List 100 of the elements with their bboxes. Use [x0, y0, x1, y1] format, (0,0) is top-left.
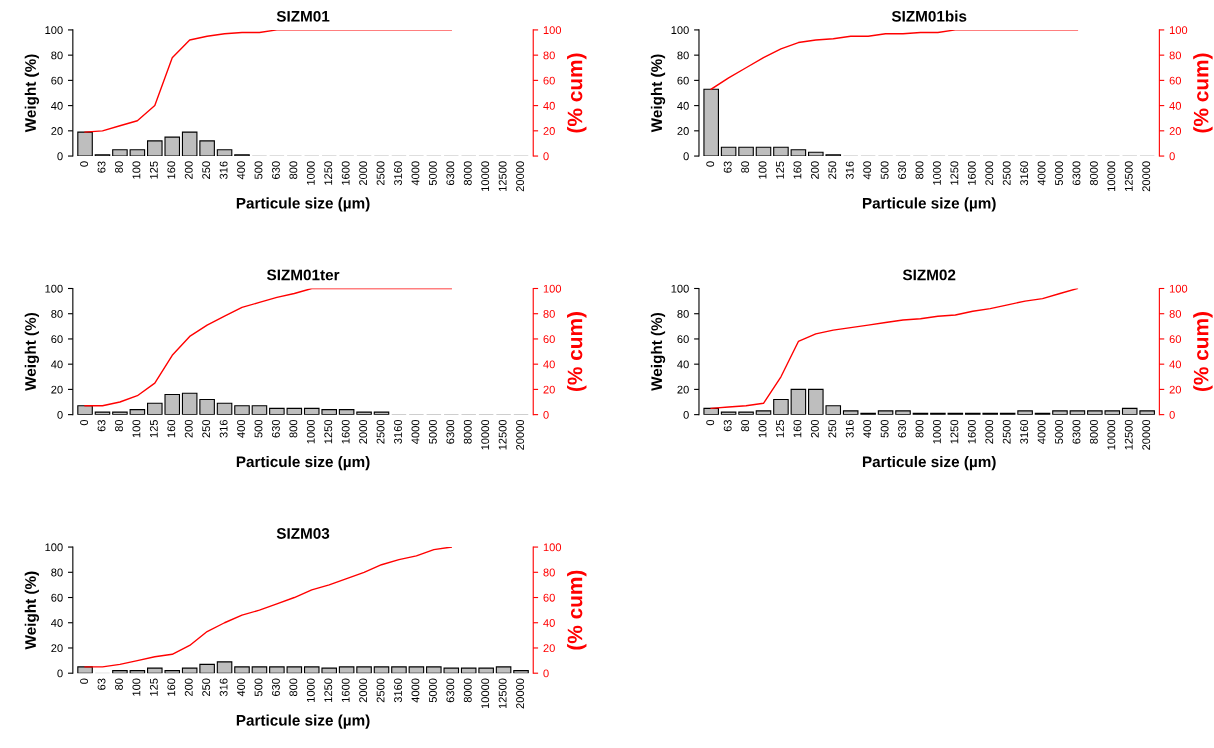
- x-tick-label: 4000: [411, 419, 420, 444]
- x-axis-title: Particule size (µm): [236, 197, 370, 212]
- y-tick-label: 100: [45, 284, 63, 293]
- y2-tick-label: 20: [543, 385, 555, 394]
- x-tick-label: 250: [202, 161, 211, 179]
- y2-tick-label: 100: [1169, 284, 1188, 293]
- x-tick-label: 3160: [394, 161, 402, 186]
- x-tick-label: 1600: [341, 678, 350, 702]
- y2-tick-label: 60: [543, 335, 555, 344]
- y2-axis-title: (% cum): [1193, 312, 1213, 392]
- x-tick-label: 8000: [463, 678, 472, 703]
- x-tick-label: 20000: [1142, 161, 1151, 192]
- chart-title: SIZM02: [902, 269, 956, 281]
- x-tick-label: 316: [845, 161, 854, 180]
- x-tick-label: 0: [706, 419, 715, 426]
- chart-title: SIZM03: [276, 528, 330, 539]
- y2-axis-title: (% cum): [567, 570, 587, 650]
- y-tick-label: 100: [45, 26, 63, 35]
- y2-tick-label: 0: [543, 152, 549, 161]
- x-tick-label: 200: [184, 419, 193, 438]
- x-tick-label: 80: [741, 419, 750, 432]
- y-tick-label: 20: [51, 385, 63, 394]
- x-tick-label: 160: [167, 161, 176, 179]
- y-axis-title: Weight (%): [24, 312, 40, 391]
- x-tick-label: 2500: [376, 678, 385, 703]
- y2-tick-label: 20: [1169, 127, 1182, 135]
- x-tick-label: 400: [863, 161, 872, 180]
- x-tick-label: 125: [149, 419, 158, 438]
- x-tick-label: 100: [132, 678, 141, 696]
- x-tick-label: 63: [723, 161, 732, 173]
- x-tick-label: 3160: [1020, 161, 1029, 186]
- y2-axis-title: (% cum): [1193, 53, 1213, 133]
- x-tick-label: 200: [184, 678, 193, 697]
- x-tick-label: 3160: [1020, 419, 1029, 444]
- x-tick-label: 63: [97, 161, 106, 173]
- x-tick-label: 8000: [463, 419, 472, 444]
- x-tick-label: 100: [132, 419, 141, 438]
- x-tick-label: 316: [219, 161, 228, 180]
- x-tick-label: 20000: [1142, 419, 1151, 450]
- x-tick-label: 1000: [306, 161, 315, 185]
- y2-tick-label: 80: [543, 568, 555, 577]
- x-tick-label: 12500: [498, 161, 507, 191]
- x-tick-label: 400: [863, 419, 872, 438]
- x-tick-label: 10000: [1107, 419, 1116, 450]
- x-tick-label: 630: [271, 161, 280, 179]
- y-axis-title: Weight (%): [650, 312, 666, 391]
- y2-tick-label: 60: [543, 593, 555, 602]
- x-tick-label: 800: [289, 419, 298, 438]
- y2-tick-label: 0: [1169, 410, 1175, 419]
- x-tick-label: 10000: [481, 678, 490, 709]
- x-tick-label: 125: [776, 419, 784, 438]
- x-tick-label: 1250: [950, 161, 959, 185]
- x-tick-label: 1000: [306, 419, 315, 444]
- x-tick-label: 20000: [516, 161, 525, 192]
- x-tick-label: 5000: [428, 678, 437, 703]
- y-tick-label: 60: [677, 76, 689, 85]
- y-tick-label: 80: [677, 309, 689, 318]
- y-tick-label: 0: [57, 669, 63, 678]
- x-tick-label: 12500: [1124, 161, 1133, 191]
- y2-tick-label: 80: [543, 309, 555, 318]
- x-tick-label: 6300: [446, 161, 455, 186]
- x-tick-label: 250: [202, 419, 211, 438]
- x-axis-title: Particule size (µm): [862, 197, 996, 212]
- x-tick-label: 160: [167, 419, 176, 438]
- y2-tick-label: 40: [543, 101, 555, 110]
- y-tick-label: 80: [677, 51, 689, 60]
- x-tick-label: 2500: [1002, 419, 1011, 444]
- x-tick-label: 160: [167, 678, 176, 696]
- x-tick-label: 160: [793, 419, 802, 438]
- x-tick-label: 500: [880, 419, 889, 438]
- x-tick-label: 5000: [428, 161, 437, 186]
- y-tick-label: 20: [677, 385, 689, 394]
- x-axis-title: Particule size (µm): [236, 714, 370, 729]
- x-tick-label: 200: [810, 161, 819, 179]
- x-tick-label: 316: [219, 678, 228, 697]
- x-tick-label: 8000: [1089, 161, 1098, 186]
- x-tick-label: 5000: [428, 419, 437, 444]
- x-tick-label: 2500: [376, 161, 385, 186]
- x-tick-label: 800: [289, 161, 298, 179]
- x-tick-label: 2000: [359, 678, 368, 703]
- x-tick-label: 500: [880, 161, 889, 180]
- x-tick-label: 1600: [967, 161, 976, 185]
- x-tick-label: 316: [845, 419, 854, 438]
- x-tick-label: 12500: [498, 678, 507, 709]
- y2-tick-label: 60: [1169, 76, 1182, 85]
- x-tick-label: 0: [706, 161, 715, 167]
- x-tick-label: 125: [776, 161, 784, 179]
- y-tick-label: 80: [51, 51, 63, 60]
- y-tick-label: 80: [51, 309, 63, 318]
- x-tick-label: 250: [202, 678, 211, 697]
- x-tick-label: 10000: [481, 161, 490, 191]
- y2-tick-label: 0: [543, 669, 549, 678]
- y-axis-title: Weight (%): [24, 571, 40, 650]
- x-tick-label: 2000: [985, 419, 994, 444]
- x-tick-label: 5000: [1055, 161, 1063, 186]
- x-tick-label: 0: [80, 678, 89, 684]
- x-tick-label: 4000: [411, 678, 420, 703]
- x-tick-label: 250: [828, 419, 837, 438]
- x-tick-label: 2500: [376, 419, 385, 444]
- x-tick-label: 4000: [1037, 161, 1046, 186]
